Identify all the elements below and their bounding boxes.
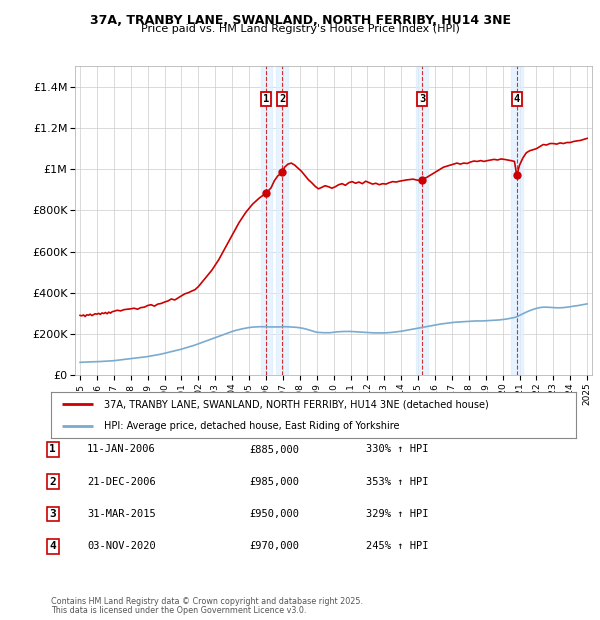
Bar <box>511 66 523 375</box>
Text: 1: 1 <box>263 94 269 104</box>
Text: 4: 4 <box>49 541 56 551</box>
Text: £985,000: £985,000 <box>249 477 299 487</box>
Text: Contains HM Land Registry data © Crown copyright and database right 2025.: Contains HM Land Registry data © Crown c… <box>51 597 363 606</box>
Text: 330% ↑ HPI: 330% ↑ HPI <box>366 445 428 454</box>
Text: 2: 2 <box>279 94 286 104</box>
Text: £885,000: £885,000 <box>249 445 299 454</box>
Text: 3: 3 <box>419 94 425 104</box>
Text: 37A, TRANBY LANE, SWANLAND, NORTH FERRIBY, HU14 3NE (detached house): 37A, TRANBY LANE, SWANLAND, NORTH FERRIB… <box>104 399 488 409</box>
Text: 1: 1 <box>49 445 56 454</box>
Text: HPI: Average price, detached house, East Riding of Yorkshire: HPI: Average price, detached house, East… <box>104 421 399 431</box>
Text: £970,000: £970,000 <box>249 541 299 551</box>
Text: 31-MAR-2015: 31-MAR-2015 <box>87 509 156 519</box>
Text: 3: 3 <box>49 509 56 519</box>
Text: 21-DEC-2006: 21-DEC-2006 <box>87 477 156 487</box>
Text: 2: 2 <box>49 477 56 487</box>
Text: 353% ↑ HPI: 353% ↑ HPI <box>366 477 428 487</box>
Text: £950,000: £950,000 <box>249 509 299 519</box>
Text: 03-NOV-2020: 03-NOV-2020 <box>87 541 156 551</box>
Bar <box>260 66 272 375</box>
Text: 37A, TRANBY LANE, SWANLAND, NORTH FERRIBY, HU14 3NE: 37A, TRANBY LANE, SWANLAND, NORTH FERRIB… <box>89 14 511 27</box>
Text: 4: 4 <box>514 94 520 104</box>
Text: Price paid vs. HM Land Registry's House Price Index (HPI): Price paid vs. HM Land Registry's House … <box>140 24 460 34</box>
Bar <box>416 66 428 375</box>
Text: 329% ↑ HPI: 329% ↑ HPI <box>366 509 428 519</box>
Bar <box>277 66 289 375</box>
Text: 11-JAN-2006: 11-JAN-2006 <box>87 445 156 454</box>
Text: This data is licensed under the Open Government Licence v3.0.: This data is licensed under the Open Gov… <box>51 606 307 615</box>
Text: 245% ↑ HPI: 245% ↑ HPI <box>366 541 428 551</box>
